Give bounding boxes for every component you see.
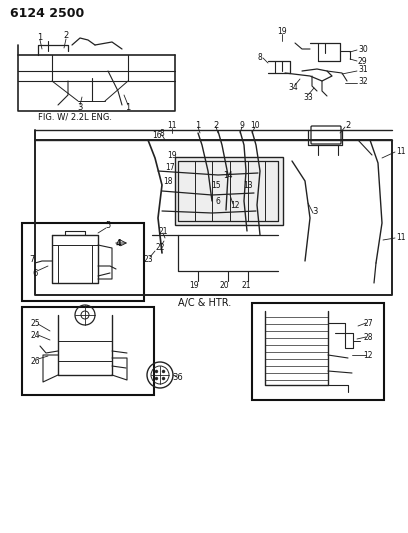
Bar	[22, 223, 144, 301]
Text: 1: 1	[125, 102, 131, 111]
Text: 6: 6	[32, 269, 38, 278]
Text: FIG. W/ 2.2L ENG.: FIG. W/ 2.2L ENG.	[38, 112, 112, 122]
Text: A/C & HTR.: A/C & HTR.	[178, 298, 232, 308]
Text: 2: 2	[346, 120, 350, 130]
Text: 1: 1	[195, 120, 201, 130]
Text: 11: 11	[167, 122, 177, 131]
Text: 31: 31	[358, 66, 368, 75]
Text: 9: 9	[239, 120, 244, 130]
Text: 32: 32	[358, 77, 368, 86]
Text: 10: 10	[250, 120, 260, 130]
Text: 8: 8	[257, 52, 262, 61]
Text: 8: 8	[160, 128, 164, 138]
Text: 29: 29	[358, 56, 368, 66]
Text: 12: 12	[363, 351, 373, 359]
Text: 30: 30	[358, 44, 368, 53]
Text: 25: 25	[30, 319, 40, 327]
Text: 7: 7	[29, 254, 35, 263]
Text: 14: 14	[223, 171, 233, 180]
Text: 16: 16	[152, 132, 162, 141]
Bar	[175, 157, 283, 225]
Text: 6124 2500: 6124 2500	[10, 7, 84, 20]
Text: 2: 2	[213, 120, 219, 130]
Text: 27: 27	[363, 319, 373, 327]
Text: 6: 6	[215, 197, 220, 206]
Text: 33: 33	[303, 93, 313, 101]
Text: 36: 36	[173, 373, 183, 382]
Text: 26: 26	[30, 357, 40, 366]
Text: 5: 5	[105, 222, 111, 230]
Text: 12: 12	[230, 201, 240, 211]
Text: 22: 22	[155, 244, 165, 253]
Text: 17: 17	[165, 164, 175, 173]
Text: 19: 19	[189, 280, 199, 289]
Text: 15: 15	[211, 182, 221, 190]
Text: 28: 28	[363, 333, 373, 342]
Text: 3: 3	[77, 102, 83, 111]
Circle shape	[155, 370, 158, 373]
Text: 18: 18	[163, 176, 173, 185]
Text: 20: 20	[219, 280, 229, 289]
Text: 21: 21	[241, 280, 251, 289]
Text: 24: 24	[30, 332, 40, 341]
Text: 19: 19	[277, 27, 287, 36]
Text: 11: 11	[396, 147, 406, 156]
Text: 34: 34	[288, 83, 298, 92]
Text: 2: 2	[63, 31, 69, 41]
Text: 23: 23	[143, 254, 153, 263]
Text: 19: 19	[167, 150, 177, 159]
Text: 21: 21	[158, 227, 168, 236]
Bar	[22, 307, 154, 395]
Text: 3: 3	[312, 206, 318, 215]
Circle shape	[162, 370, 165, 373]
Circle shape	[155, 377, 158, 380]
Text: 13: 13	[243, 181, 253, 190]
Text: 4: 4	[116, 238, 122, 247]
Circle shape	[162, 377, 165, 380]
Text: 1: 1	[38, 33, 42, 42]
Text: 11: 11	[396, 233, 406, 243]
Bar	[252, 303, 384, 400]
